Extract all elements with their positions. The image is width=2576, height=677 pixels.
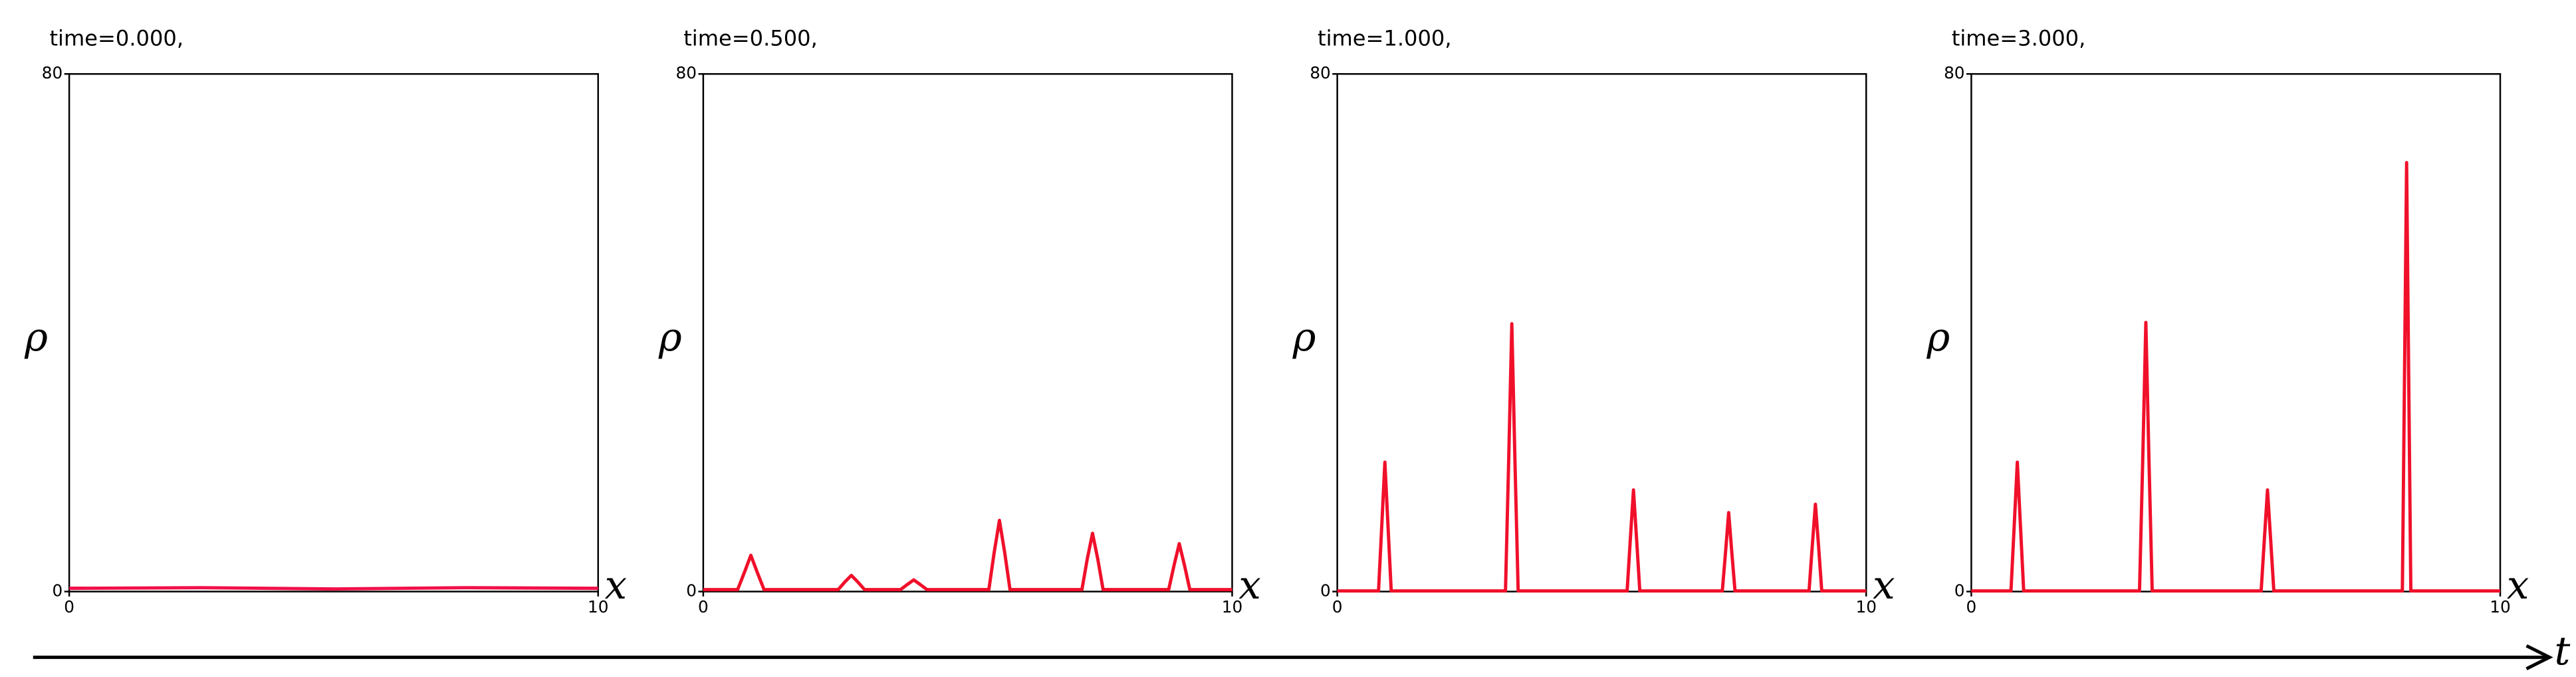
panel-title: time=3.000, xyxy=(1952,25,2086,51)
y-tick-label: 80 xyxy=(1310,63,1330,82)
y-axis-label: ρ xyxy=(658,314,682,360)
y-tick-label: 80 xyxy=(676,63,697,82)
y-tick-label: 80 xyxy=(1944,63,1964,82)
time-label: t xyxy=(2555,628,2571,674)
x-axis-label: x xyxy=(1238,562,1260,608)
x-tick-label: 10 xyxy=(588,597,608,616)
x-tick-label: 10 xyxy=(1856,597,1877,616)
time-arrow-head xyxy=(2525,644,2553,670)
y-tick-label: 0 xyxy=(53,581,63,601)
y-tick-label: 0 xyxy=(686,581,697,601)
x-tick-label: 0 xyxy=(64,597,74,616)
density-line xyxy=(1971,160,2501,593)
x-tick-label: 0 xyxy=(1966,597,1977,616)
x-tick-label: 0 xyxy=(1332,597,1343,616)
panel-title: time=0.500, xyxy=(683,25,818,51)
x-axis-label: x xyxy=(1873,562,1895,608)
x-axis-label: x xyxy=(2507,562,2529,608)
y-axis-label: ρ xyxy=(1926,314,1950,360)
density-line xyxy=(703,519,1232,592)
panel-title: time=0.000, xyxy=(49,25,183,51)
x-tick-label: 0 xyxy=(698,597,709,616)
x-tick-label: 10 xyxy=(1222,597,1242,616)
density-line xyxy=(1337,322,1867,593)
plot-frame xyxy=(68,72,599,593)
panel-title: time=1.000, xyxy=(1318,25,1452,51)
x-tick-label: 10 xyxy=(2490,597,2510,616)
plot-frame xyxy=(1970,72,2502,593)
y-tick-label: 0 xyxy=(1954,581,1965,601)
plot-frame xyxy=(1336,72,1867,593)
plot-frame xyxy=(702,72,1233,593)
x-axis-label: x xyxy=(605,562,627,608)
y-axis-label: ρ xyxy=(24,314,48,360)
y-tick-label: 0 xyxy=(1320,581,1331,601)
y-axis-label: ρ xyxy=(1292,314,1316,360)
y-tick-label: 80 xyxy=(42,63,62,82)
density-line xyxy=(69,586,598,591)
